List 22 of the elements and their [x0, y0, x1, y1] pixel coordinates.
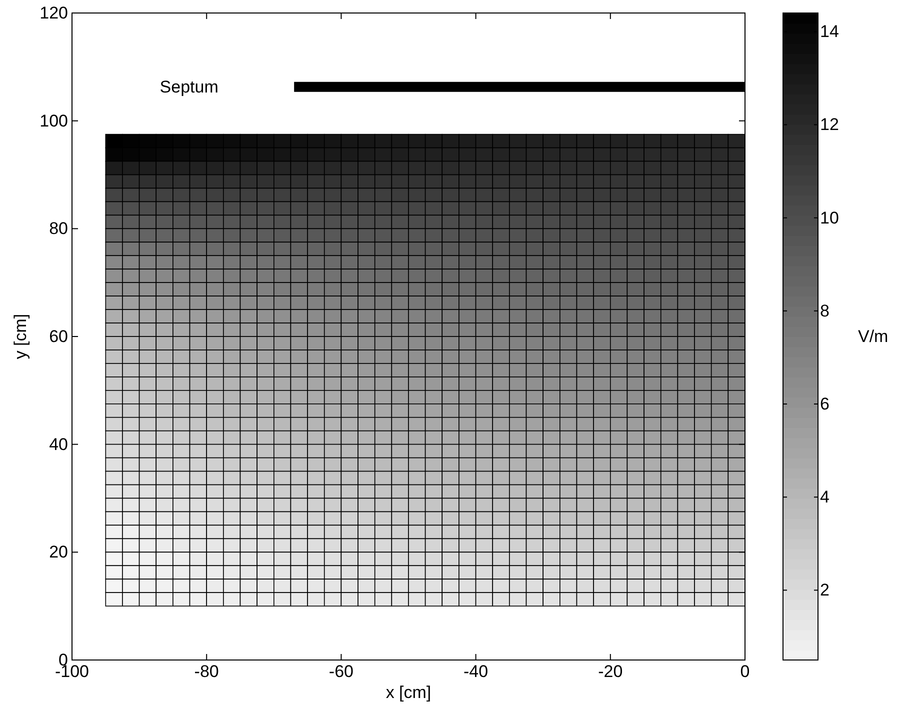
- x-tick-label: -40: [464, 662, 488, 681]
- x-tick-label: 0: [740, 662, 750, 681]
- color-bar-label: 2: [820, 580, 830, 600]
- y-tick-label: 40: [49, 434, 68, 454]
- x-tick-label: -20: [598, 662, 623, 681]
- color-bar-label: 4: [820, 488, 830, 507]
- y-tick-label: 20: [49, 542, 68, 562]
- x-axis-title: x [cm]: [386, 683, 432, 702]
- x-tick-label: -80: [194, 662, 219, 681]
- y-tick-label: 100: [40, 111, 68, 130]
- color-bar-label: 14: [820, 22, 839, 42]
- y-tick-label: 120: [40, 4, 68, 22]
- color-bar-title: V/m: [858, 327, 888, 346]
- color-bar-label: 8: [820, 301, 830, 320]
- x-tick-label: -60: [328, 662, 354, 681]
- y-axis-title: y [cm]: [11, 314, 30, 360]
- color-bar-label: 12: [820, 115, 839, 134]
- y-tick-label: 80: [49, 219, 68, 238]
- y-tick-label: 60: [49, 327, 68, 346]
- color-bar-label: 6: [820, 394, 830, 414]
- color-bar-label: 10: [820, 208, 839, 228]
- annotation: Septum: [160, 77, 218, 96]
